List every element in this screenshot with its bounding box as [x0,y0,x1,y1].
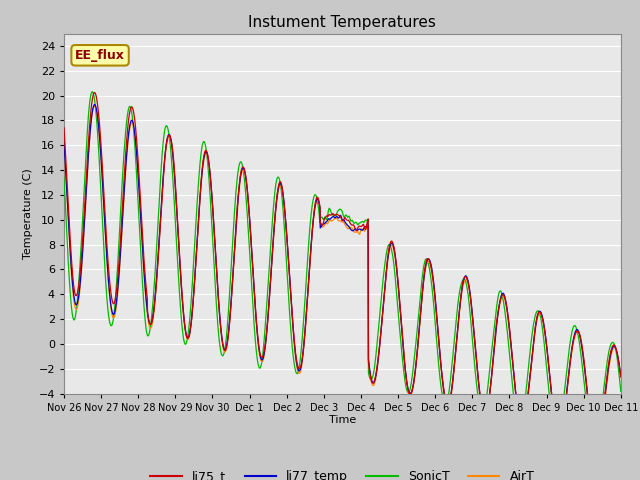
li75_t [601,391,609,397]
SonicT [89,89,97,95]
li75_t [592,440,600,445]
AirT [90,103,98,109]
li77_temp [91,102,99,108]
li77_temp [602,391,609,397]
Text: EE_flux: EE_flux [75,49,125,62]
li75_t [331,213,339,218]
li77_temp [316,225,324,231]
li75_t [60,125,68,131]
SonicT [88,89,96,95]
X-axis label: Time: Time [329,415,356,425]
li77_temp [88,108,96,114]
li77_temp [331,215,339,221]
Line: AirT: AirT [64,106,621,446]
SonicT [331,213,339,218]
SonicT [60,175,68,180]
SonicT [316,215,324,221]
li75_t [316,219,324,225]
li77_temp [60,139,68,145]
li77_temp [593,441,600,446]
Y-axis label: Temperature (C): Temperature (C) [23,168,33,259]
AirT [88,109,96,115]
Legend: li75_t, li77_temp, SonicT, AirT: li75_t, li77_temp, SonicT, AirT [145,465,540,480]
SonicT [601,376,609,382]
Line: li75_t: li75_t [64,93,621,443]
Line: SonicT: SonicT [64,92,621,447]
li75_t [602,389,609,395]
AirT [60,142,68,147]
Title: Instument Temperatures: Instument Temperatures [248,15,436,30]
li75_t [499,292,506,298]
li77_temp [499,290,506,296]
AirT [499,293,506,299]
AirT [316,223,324,228]
AirT [602,394,609,400]
AirT [592,443,600,449]
SonicT [499,295,506,300]
li77_temp [601,394,609,399]
li75_t [617,373,625,379]
li75_t [88,96,96,102]
SonicT [602,374,609,380]
SonicT [589,444,597,450]
AirT [601,396,609,402]
li75_t [91,90,99,96]
SonicT [617,388,625,394]
Line: li77_temp: li77_temp [64,105,621,444]
AirT [331,216,339,221]
li77_temp [617,374,625,380]
AirT [617,375,625,381]
